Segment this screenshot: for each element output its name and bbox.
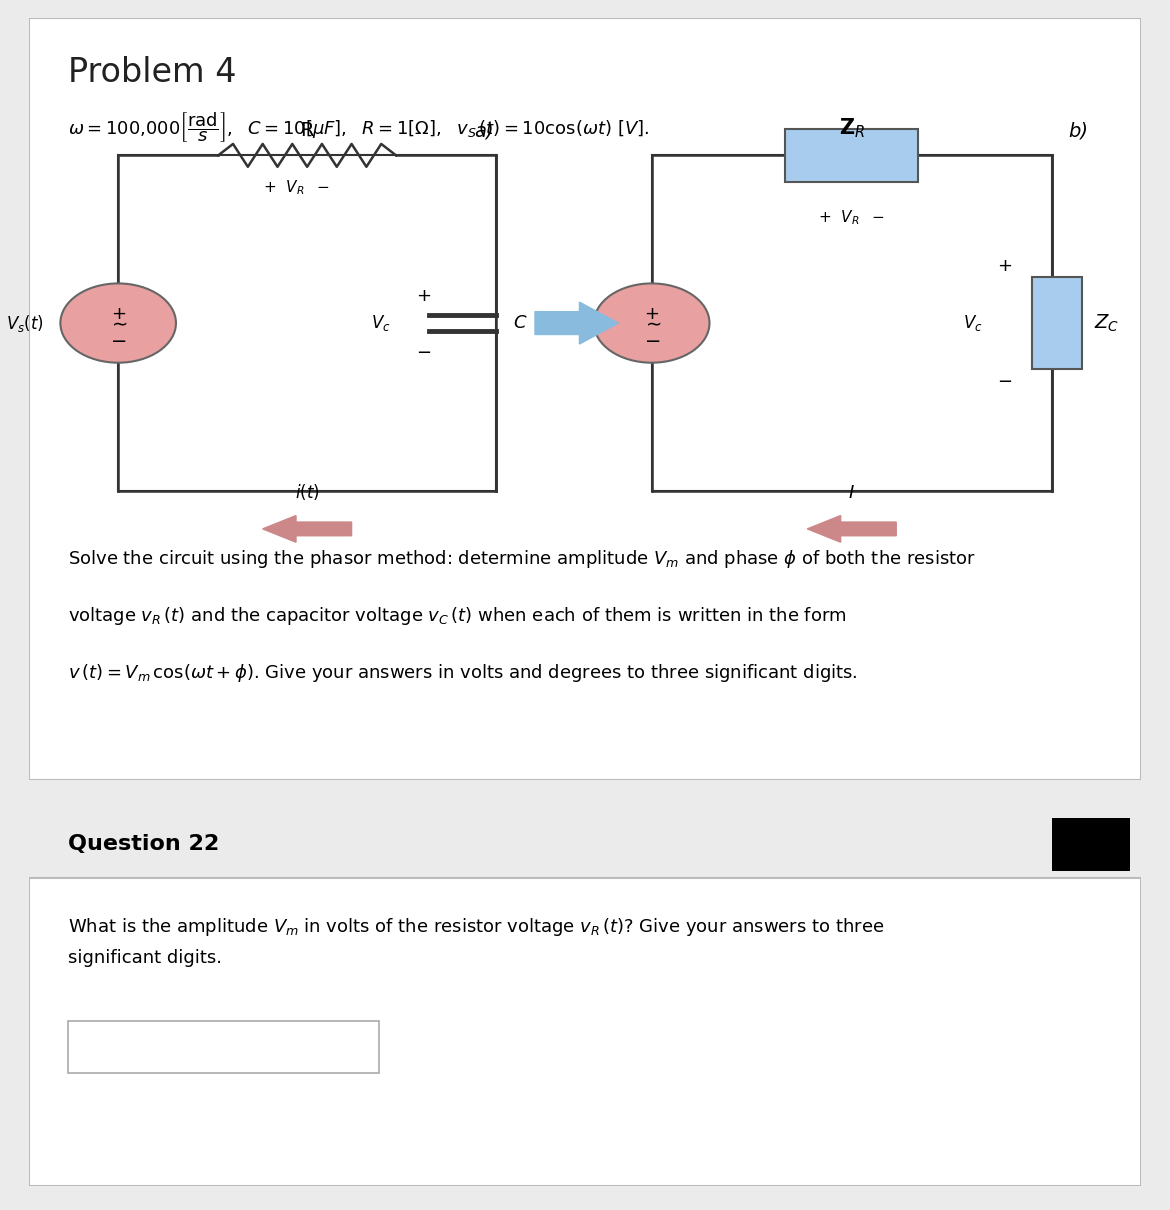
Text: $\sim$: $\sim$ (641, 313, 662, 332)
Circle shape (61, 283, 176, 363)
Text: $V_s(t)$: $V_s(t)$ (6, 312, 43, 334)
Text: $V_c$: $V_c$ (371, 313, 391, 333)
Text: $V_c$: $V_c$ (963, 313, 983, 333)
FancyArrow shape (535, 302, 618, 344)
Text: Question 22: Question 22 (68, 835, 220, 854)
FancyArrow shape (262, 515, 351, 542)
Bar (68, 1021, 379, 1073)
Text: Solve the circuit using the phasor method: determine amplitude $V_m$ and phase $: Solve the circuit using the phasor metho… (68, 548, 976, 570)
FancyArrow shape (807, 515, 896, 542)
Text: What is the amplitude $V_m$ in volts of the resistor voltage $v_R\,(t)$? Give yo: What is the amplitude $V_m$ in volts of … (68, 916, 885, 938)
Text: b): b) (1068, 121, 1088, 140)
Text: significant digits.: significant digits. (68, 950, 222, 968)
Bar (118, 155, 496, 491)
Bar (785, 128, 918, 182)
Text: $+$: $+$ (997, 257, 1012, 275)
Bar (1032, 277, 1082, 369)
Text: Problem 4: Problem 4 (68, 57, 236, 90)
Text: a): a) (474, 121, 494, 140)
Text: $v\,(t) = V_m\,\cos(\omega t + \phi)$. Give your answers in volts and degrees to: $v\,(t) = V_m\,\cos(\omega t + \phi)$. G… (68, 662, 858, 685)
Text: $+$: $+$ (417, 287, 432, 305)
Text: $+$: $+$ (111, 305, 125, 323)
Text: $C$: $C$ (512, 315, 528, 332)
Text: voltage $v_R\,(t)$ and the capacitor voltage $v_C\,(t)$ when each of them is wri: voltage $v_R\,(t)$ and the capacitor vol… (68, 605, 847, 627)
Text: $\mathbf{Z}_R$: $\mathbf{Z}_R$ (839, 116, 865, 140)
Text: $\sim$: $\sim$ (108, 313, 129, 332)
Text: $I$: $I$ (848, 484, 855, 502)
Text: $\omega =100{,}000\left[\dfrac{\mathrm{rad}}{s}\right]$$,\ \ C =10[\mu F],\ \ R : $\omega =100{,}000\left[\dfrac{\mathrm{r… (68, 110, 649, 144)
Text: $+\ \ V_R\ \ -$: $+\ \ V_R\ \ -$ (262, 178, 330, 197)
Text: $+\ \ V_R\ \ -$: $+\ \ V_R\ \ -$ (818, 209, 886, 227)
Text: $-$: $-$ (417, 341, 432, 359)
Text: $-$: $-$ (110, 330, 126, 350)
Text: R: R (301, 121, 314, 140)
Text: $+$: $+$ (645, 305, 659, 323)
Circle shape (594, 283, 709, 363)
Bar (1052, 818, 1130, 871)
Bar (652, 155, 1052, 491)
Bar (29, 811, 1141, 878)
Text: $Z_C$: $Z_C$ (1094, 312, 1119, 334)
Text: $i(t)$: $i(t)$ (295, 483, 319, 502)
Text: $-$: $-$ (644, 330, 660, 350)
Text: $V_s$: $V_s$ (557, 313, 577, 333)
Text: $-$: $-$ (997, 371, 1012, 390)
